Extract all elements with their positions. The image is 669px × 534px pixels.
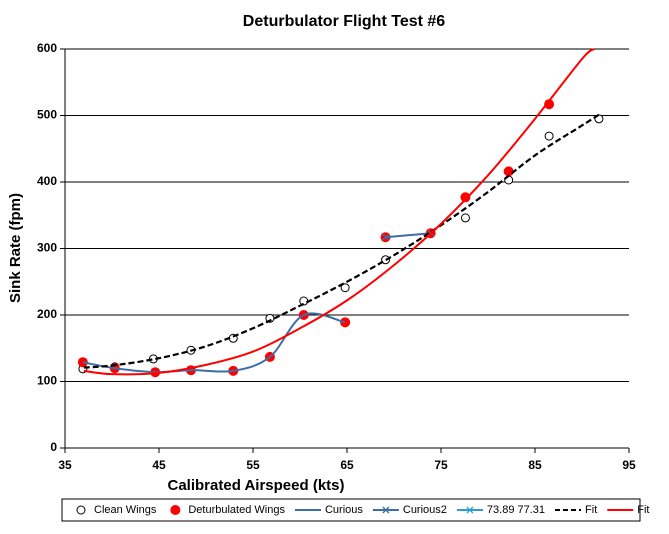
y-axis-title: Sink Rate (fpm) [7,193,24,303]
x-tick-label: 85 [528,458,542,472]
x-tick-label: 45 [152,458,166,472]
legend-item: Fit [555,504,597,516]
legend-marker [382,506,390,514]
legend-label: Clean Wings [94,504,157,516]
y-tick-label: 300 [37,241,57,255]
legend-label: Fit [637,504,649,516]
legend-marker [170,505,181,515]
legend-item: Curious2 [372,504,447,516]
legend-marker [466,506,474,514]
legend-label: Fit [585,504,597,516]
legend-item: Fit [607,504,650,516]
point [503,166,514,177]
legend-label: 73.89 77.31 [487,504,545,516]
legend-item: Deturbulated Wings [170,504,285,516]
legend-label: Curious2 [403,504,447,516]
y-tick-label: 0 [50,440,57,454]
y-tick-label: 600 [37,41,57,55]
x-tick-label: 55 [246,458,260,472]
y-tick-label: 200 [37,307,57,321]
chart-title: Deturbulator Flight Test #6 [243,13,445,30]
series-line [83,112,602,369]
series-line [83,48,595,376]
x-tick-label: 95 [622,458,636,472]
y-tick-label: 500 [37,108,57,122]
point [340,283,350,293]
point [299,296,309,306]
x-tick-label: 65 [340,458,354,472]
legend-item: 73.89 77.31 [456,504,545,516]
point [460,192,471,203]
y-tick-label: 100 [37,374,57,388]
x-tick-label: 75 [434,458,448,472]
x-tick-label: 35 [58,458,72,472]
point [460,213,470,223]
y-tick-label: 400 [37,174,57,188]
legend-item: Clean Wings [76,504,157,516]
point [382,233,389,241]
legend-item: Curious [294,504,363,516]
point [544,99,555,110]
point [544,131,554,141]
legend-marker [76,505,86,515]
legend-box [61,498,641,522]
legend-label: Curious [325,504,363,516]
legend-label: Deturbulated Wings [188,504,285,516]
x-axis-title: Calibrated Airspeed (kts) [168,477,345,494]
series-line [82,312,346,374]
